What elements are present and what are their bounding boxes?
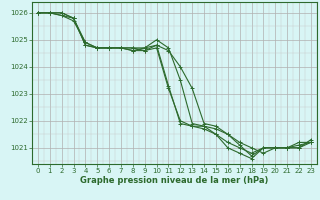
X-axis label: Graphe pression niveau de la mer (hPa): Graphe pression niveau de la mer (hPa) xyxy=(80,176,268,185)
